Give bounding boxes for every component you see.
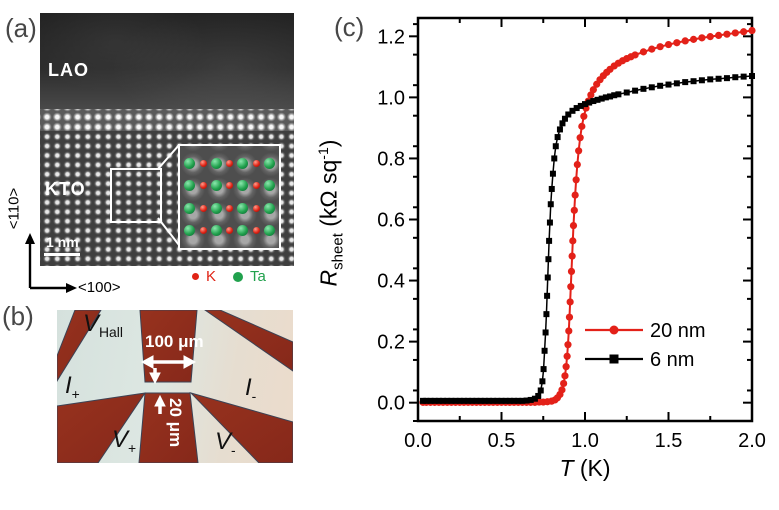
dimension-arrows [140,355,197,414]
k-atom [252,159,260,167]
ta-atom [184,157,196,169]
ta-atom [237,157,249,169]
k-atom [226,182,233,190]
k-atom [252,227,260,235]
y-tick-label: 1.0 [377,87,405,109]
atom-legend: K Ta [192,268,276,285]
k-atom [199,182,207,190]
film-pattern [57,310,293,463]
x-axis-label: T (K) [559,455,611,481]
k-atom [226,227,233,235]
ta-atom [184,225,196,237]
ta-atom-legend-label: Ta [250,268,266,285]
scale-bar [44,253,80,256]
y-axis-label: Rsheet (kΩ sq-1) [315,139,347,287]
resistance-vs-temperature-chart: (c) 0.0 0.5 1.0 1.5 2.0 0.0 0.2 0.4 0.6 0.8 1.0 1.2… [310,0,779,510]
hall-bar-micrograph: VHall 100 μm I+ I- 20 μm V+ V- [57,310,293,463]
k-atom-legend-dot [192,273,199,280]
ta-atom [210,157,222,169]
x-tick-label: 1.0 [571,430,599,452]
x-tick-label: 0.0 [404,430,432,452]
film-wedge-top-right [204,310,293,372]
i-minus-label: I- [245,374,257,404]
i-plus-label: I+ [65,372,80,402]
x-tick-label: 2.0 [738,430,766,452]
k-atom [252,182,260,190]
v-plus-label: V+ [112,426,137,456]
width-100um-label: 100 μm [145,332,204,351]
lao-text: LAO [48,60,89,80]
ta-atom [184,180,196,192]
y-tick-label: 0.0 [377,393,405,415]
k-atom [199,159,207,167]
legend-label: 20 nm [650,320,706,342]
crystal-axes-arrows [25,233,77,293]
k-atom [226,159,233,167]
lao-film-region [40,13,294,113]
ta-atom-legend-dot [233,271,244,282]
ta-atom [263,180,275,192]
ta-atom [263,225,275,237]
k-atom-legend-label: K [206,268,217,285]
film-wedge-top-left [57,310,102,382]
legend-item-20nm: 20 nm [585,320,706,342]
legend-label: 6 nm [650,349,694,371]
y-tick-label: 0.4 [377,271,405,293]
x-tick-label: 0.5 [488,430,516,452]
k-atom [199,227,207,235]
ta-atom [263,157,275,169]
vhall-label: VHall [83,310,123,340]
chart-plot-area: 0.0 0.5 1.0 1.5 2.0 0.0 0.2 0.4 0.6 0.8 1.0 1.2 20 n… [377,16,766,452]
y-tick-label: 1.2 [377,26,405,48]
scale-bar-label: 1 nm [46,234,79,250]
ta-atom [237,180,249,192]
series-line-6nm [423,75,753,402]
panel-b-label: (b) [2,301,34,331]
series-line-20nm [423,29,753,404]
film-wedge-bottom-left [57,392,147,463]
k-atom [252,204,260,212]
atom-row [180,180,279,192]
y-tick-label: 0.6 [377,210,405,232]
axis-110-label: <110> [5,187,23,230]
ta-atom [210,225,222,237]
atomic-model-inset [178,144,281,250]
ta-atom [263,202,275,214]
atom-row [180,157,279,169]
interface-bright-band [40,109,294,131]
panel-c-label: (c) [334,12,365,42]
k-atom [199,204,207,212]
x-tick-label: 1.5 [655,430,683,452]
film-band-top-center [139,310,198,383]
atom-row [180,225,279,237]
ta-atom [237,225,249,237]
k-atom [226,204,233,212]
ta-atom [184,202,196,214]
axis-100-label: <100> [78,279,121,296]
y-tick-label: 0.2 [377,332,405,354]
atom-row [180,202,279,214]
panel-a-label: (a) [5,13,37,43]
ta-atom [210,180,222,192]
atom-grid [180,146,279,248]
ta-atom [237,202,249,214]
y-tick-label: 0.8 [377,148,405,170]
film-wedge-bottom-right [189,392,293,463]
v-minus-label: V- [215,428,236,458]
legend-item-6nm: 6 nm [585,349,694,371]
kto-text: KTO [45,179,86,199]
ta-atom [210,202,222,214]
film-band-bottom-center [138,392,199,463]
zoom-source-rectangle [110,168,162,223]
stem-image: LAO KTO 1 nm [40,13,294,266]
height-20um-label: 20 μm [166,398,185,448]
